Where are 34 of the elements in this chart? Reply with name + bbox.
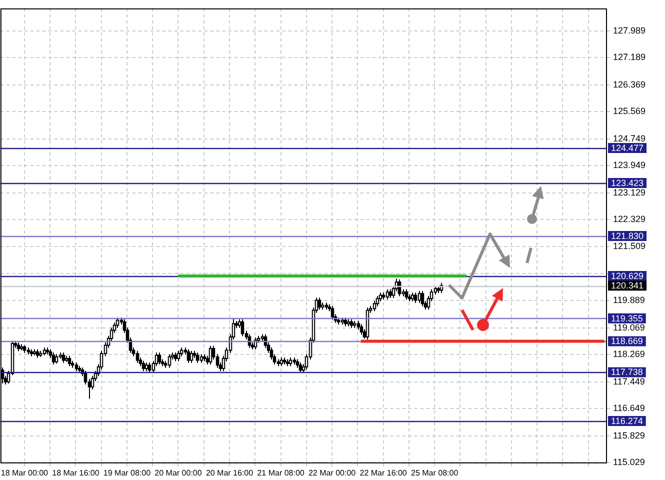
y-tick-label: 125.569 bbox=[613, 106, 646, 116]
ref-line-label: 117.738 bbox=[611, 367, 643, 378]
ref-line-label: 120.341 bbox=[611, 280, 644, 291]
y-tick-label: 126.369 bbox=[613, 79, 646, 90]
y-tick-label: 122.329 bbox=[613, 214, 646, 224]
x-tick-label: 22 Mar 16:00 bbox=[360, 468, 408, 478]
y-tick-label: 123.129 bbox=[613, 187, 646, 198]
y-tick-label: 124.749 bbox=[613, 133, 646, 144]
x-tick-label: 20 Mar 16:00 bbox=[206, 468, 254, 478]
y-tick-label: 123.949 bbox=[613, 160, 646, 170]
x-tick-label: 19 Mar 08:00 bbox=[103, 468, 152, 478]
ref-line-label: 118.669 bbox=[611, 336, 643, 346]
y-tick-label: 119.889 bbox=[613, 295, 645, 306]
y-tick-label: 127.989 bbox=[613, 26, 646, 36]
x-tick-label: 21 Mar 08:00 bbox=[257, 468, 305, 478]
y-tick-label: 115.829 bbox=[613, 430, 645, 440]
x-tick-label: 18 Mar 00:00 bbox=[0, 468, 49, 478]
y-tick-label: 121.509 bbox=[613, 241, 646, 252]
ref-line-label: 119.355 bbox=[611, 313, 643, 324]
y-tick-label: 117.449 bbox=[613, 376, 645, 386]
ref-line-label: 124.477 bbox=[611, 142, 644, 153]
x-tick-label: 25 Mar 08:00 bbox=[411, 468, 459, 478]
x-tick-label: 22 Mar 00:00 bbox=[308, 468, 356, 478]
y-tick-label: 116.649 bbox=[613, 402, 645, 413]
y-tick-label: 127.189 bbox=[613, 52, 646, 62]
ref-line-label: 116.274 bbox=[611, 416, 643, 426]
x-tick-label: 18 Mar 16:00 bbox=[52, 468, 100, 478]
ref-line-label: 120.629 bbox=[611, 271, 644, 282]
ref-line-label: 123.423 bbox=[611, 178, 644, 188]
x-tick-label: 20 Mar 00:00 bbox=[154, 468, 202, 478]
y-tick-label: 115.029 bbox=[613, 456, 645, 467]
y-tick-label: 118.269 bbox=[613, 349, 645, 360]
y-tick-label: 119.069 bbox=[613, 322, 645, 332]
ref-line-label: 121.830 bbox=[611, 231, 644, 242]
